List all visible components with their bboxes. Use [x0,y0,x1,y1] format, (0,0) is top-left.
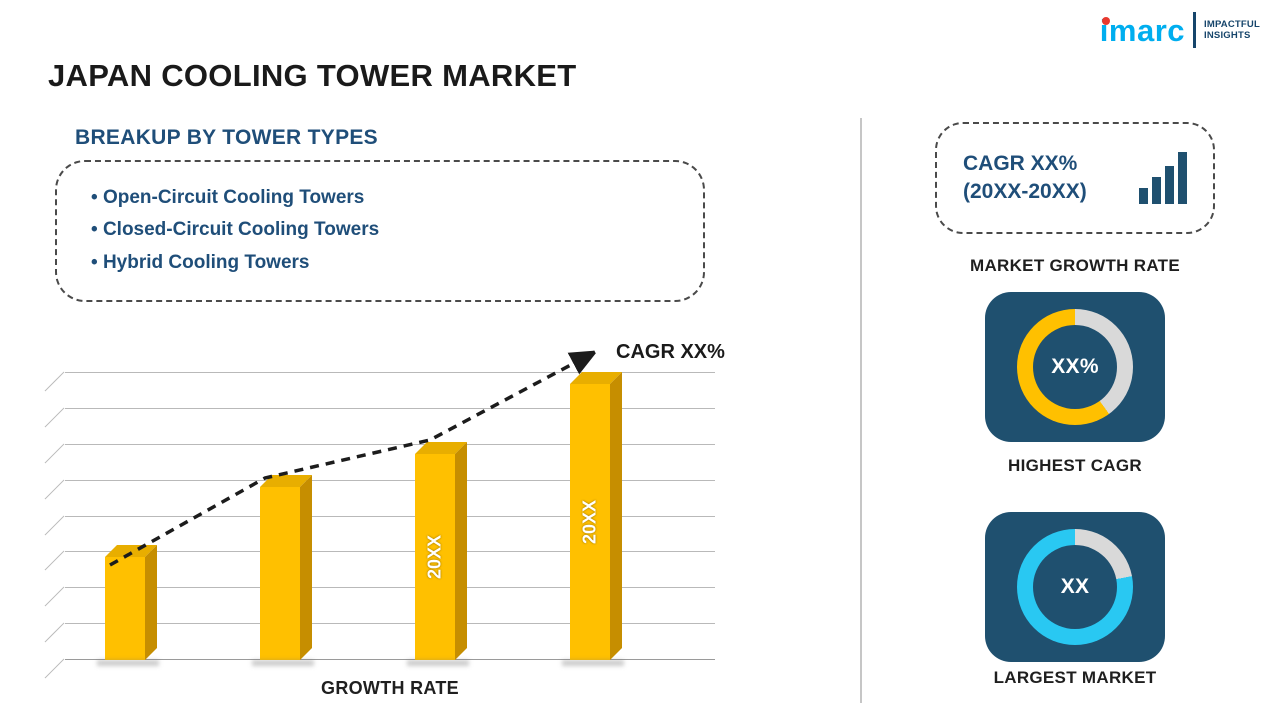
cagr-line2: (20XX-20XX) [963,180,1087,203]
largest-market-card: XX [985,512,1165,662]
logo-divider [1193,12,1197,48]
logo-tagline-line2: INSIGHTS [1204,30,1251,41]
cagr-annotation: CAGR XX% [616,341,725,363]
highest-cagr-card: XX% [985,292,1165,442]
bar-3: 20XX [407,454,469,666]
imarc-logo: imarc IMPACTFUL INSIGHTS [1100,12,1260,48]
chart-gridlines [65,372,715,660]
donut-center-value: XX [1060,575,1090,598]
donut-center-value: XX% [1051,355,1099,378]
cagr-box-text: CAGR XX% (20XX-20XX) [963,150,1087,207]
logo-tagline-line1: IMPACTFUL [1204,18,1260,30]
bar-shadow [562,660,624,666]
bar-chart-icon [1139,152,1187,204]
growth-bar-chart: 20XX 20XX [65,372,715,666]
imarc-logo-text: imarc [1100,15,1185,46]
highest-cagr-donut-chart: XX% [1017,309,1133,425]
breakup-heading: BREAKUP BY TOWER TYPES [75,126,378,149]
bar-shadow [252,660,314,666]
bar-shadow [97,660,159,666]
x-axis-label: GROWTH RATE [321,678,459,698]
bar-shadow [407,660,469,666]
page-title: JAPAN COOLING TOWER MARKET [48,58,577,93]
bar-2 [252,487,314,666]
market-growth-rate-box: CAGR XX% (20XX-20XX) [935,122,1215,234]
list-item: Open-Circuit Cooling Towers [91,182,669,214]
market-growth-rate-label: MARKET GROWTH RATE [969,256,1180,275]
chart-baseline [65,659,715,660]
list-item: Closed-Circuit Cooling Towers [91,214,669,246]
trend-arrow [109,330,635,567]
largest-market-label: LARGEST MARKET [993,668,1157,687]
bars-container: 20XX 20XX [65,372,715,666]
bar-4: 20XX [562,384,624,666]
logo-tagline: IMPACTFUL INSIGHTS [1204,19,1260,42]
imarc-wordmark: imarc [1099,12,1186,48]
logo-red-dot-icon [1101,16,1110,25]
bar-1 [97,557,159,666]
vertical-divider [860,118,862,703]
highest-cagr-label: HIGHEST CAGR [1008,456,1142,475]
largest-market-donut-chart: XX [1017,529,1133,645]
list-item: Hybrid Cooling Towers [91,247,669,279]
tower-types-box: Open-Circuit Cooling Towers Closed-Circu… [55,160,705,302]
cagr-line1: CAGR XX% [963,151,1078,175]
